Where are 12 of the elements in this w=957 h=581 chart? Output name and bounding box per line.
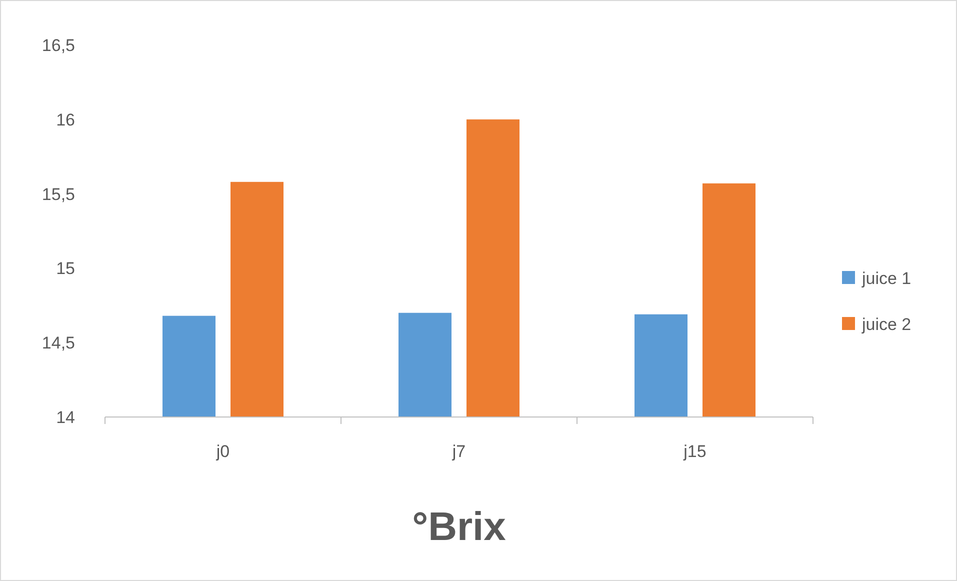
y-tick-label: 14,5 [42, 334, 75, 353]
x-tick-label: j15 [682, 442, 706, 461]
y-tick-label: 14 [56, 408, 75, 427]
legend-label: juice 2 [861, 314, 912, 334]
text: °Brix [412, 505, 506, 549]
x-tick-label: j0 [215, 442, 230, 461]
y-tick-label: 15,5 [42, 184, 75, 204]
y-tick-label: 16 [56, 110, 75, 130]
y-tick-label: 15 [56, 259, 75, 278]
y-tick-label: 16,5 [42, 36, 75, 55]
legend-label: juice 1 [861, 268, 912, 288]
x-tick-label: j7 [451, 442, 466, 461]
